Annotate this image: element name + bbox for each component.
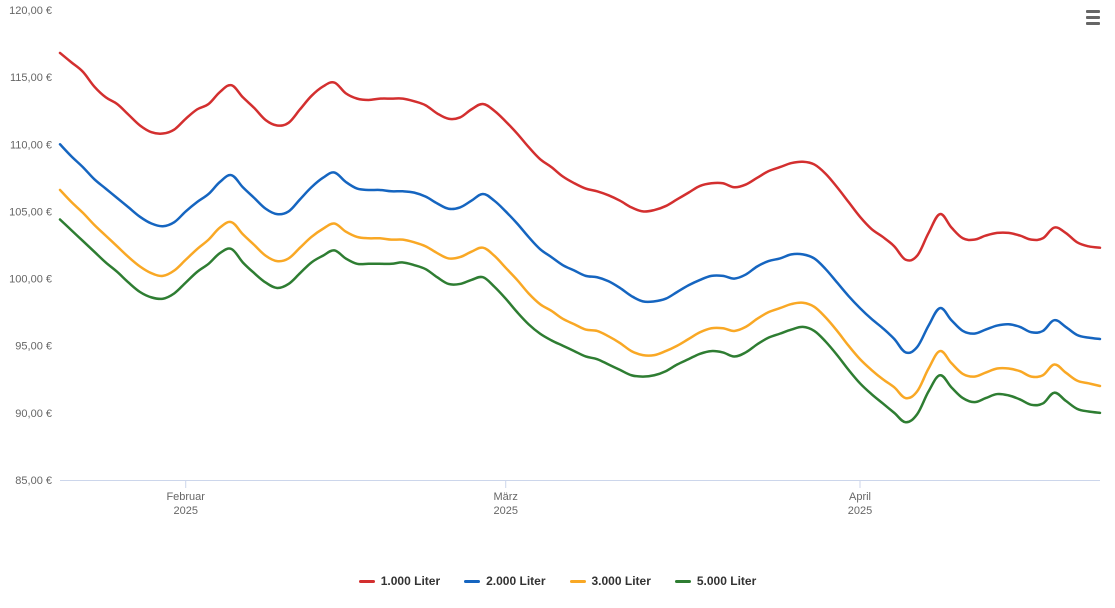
y-axis-tick-label: 85,00 €: [15, 475, 52, 487]
price-chart: 85,00 € 90,00 € 95,00 € 100,00 € 105,00 € 110…: [0, 0, 1115, 608]
x-axis-tick-label-top: Februar: [166, 491, 205, 503]
chart-legend: 1.000 Liter 2.000 Liter 3.000 Liter 5.000 L…: [0, 572, 1115, 589]
chart-menu-button[interactable]: [1081, 6, 1105, 28]
legend-label: 1.000 Liter: [381, 574, 440, 588]
legend-label: 5.000 Liter: [697, 574, 756, 588]
y-axis-tick-label: 90,00 €: [15, 408, 52, 420]
y-axis-tick-label: 100,00 €: [9, 274, 52, 286]
legend-item[interactable]: 3.000 Liter: [570, 574, 651, 588]
y-axis-tick-label: 115,00 €: [10, 72, 52, 84]
y-axis-tick-label: 105,00 €: [9, 206, 52, 218]
legend-item[interactable]: 5.000 Liter: [675, 574, 756, 588]
series-line[interactable]: [60, 53, 1100, 261]
legend-marker: [675, 580, 691, 583]
legend-marker: [570, 580, 586, 583]
legend-marker: [464, 580, 480, 583]
x-axis-tick-label-bottom: 2025: [173, 505, 197, 517]
y-axis-tick-label: 95,00 €: [15, 341, 52, 353]
x-axis-tick-label-bottom: 2025: [493, 505, 517, 517]
legend-marker: [359, 580, 375, 583]
x-axis-tick-label-top: März: [493, 491, 517, 503]
y-axis-tick-label: 120,00 €: [9, 5, 52, 17]
legend-label: 2.000 Liter: [486, 574, 545, 588]
y-axis-tick-label: 110,00 €: [10, 139, 52, 151]
legend-label: 3.000 Liter: [592, 574, 651, 588]
x-axis-tick-label-top: April: [849, 491, 871, 503]
chart-svg: 85,00 € 90,00 € 95,00 € 100,00 € 105,00 € 110…: [0, 0, 1115, 608]
series-line[interactable]: [60, 219, 1100, 422]
x-axis-tick-label-bottom: 2025: [848, 505, 872, 517]
series-line[interactable]: [60, 144, 1100, 353]
series-line[interactable]: [60, 190, 1100, 398]
legend-item[interactable]: 2.000 Liter: [464, 574, 545, 588]
legend-item[interactable]: 1.000 Liter: [359, 574, 440, 588]
